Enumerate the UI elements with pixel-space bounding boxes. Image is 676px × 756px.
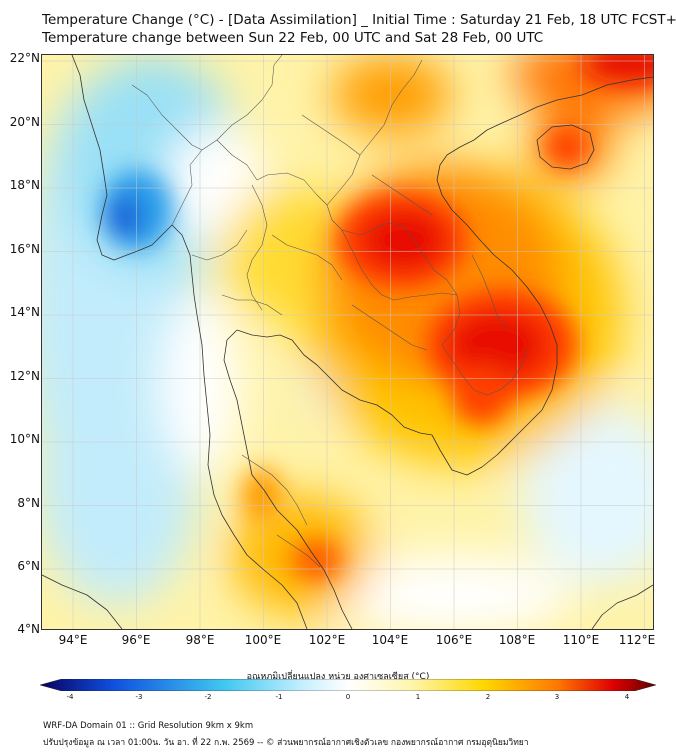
coast-malay-peninsula-west: [207, 434, 308, 629]
lon-label: 102°E: [308, 633, 346, 647]
coast-borneo: [591, 584, 653, 629]
colorbar-tick: -2: [204, 693, 212, 701]
lon-label: 94°E: [58, 633, 88, 647]
map-canvas: [42, 55, 653, 629]
lat-label: 22°N: [9, 51, 40, 65]
colorbar: [40, 679, 656, 691]
lon-label: 112°E: [618, 633, 656, 647]
colorbar-tick: 0: [345, 693, 351, 701]
coast-sumatra: [42, 574, 123, 629]
coast-cambodia-vietnam-south: [431, 76, 653, 476]
colorbar-tick: -1: [275, 693, 283, 701]
model-info: WRF-DA Domain 01 :: Grid Resolution 9km …: [43, 721, 254, 731]
lon-label: 96°E: [121, 633, 151, 647]
lat-label: 12°N: [9, 369, 40, 383]
lat-label: 20°N: [9, 115, 40, 129]
coastlines: [42, 55, 653, 629]
map-title: Temperature Change (°C) - [Data Assimila…: [42, 12, 676, 28]
lat-label: 16°N: [9, 242, 40, 256]
coast-hainan: [536, 124, 595, 170]
lon-label: 108°E: [498, 633, 536, 647]
colorbar-tick: -3: [135, 693, 143, 701]
lat-label: 18°N: [9, 178, 40, 192]
colorbar-tick: 3: [554, 693, 560, 701]
colorbar-title: อุณหภูมิเปลี่ยนแปลง หน่วย องศาเซลเซียส (…: [246, 672, 430, 682]
colorbar-tick: 2: [485, 693, 491, 701]
temperature-change-map: [41, 54, 654, 630]
gridlines: [42, 55, 653, 629]
lon-label: 104°E: [371, 633, 409, 647]
map-subtitle: Temperature change between Sun 22 Feb, 0…: [42, 30, 544, 46]
colorbar-tick: -4: [66, 693, 74, 701]
coast-myanmar-west: [71, 55, 211, 436]
coast-malay-peninsula-east: [223, 329, 353, 629]
colorbar-bar: [40, 679, 656, 691]
lon-label: 100°E: [244, 633, 282, 647]
lat-label: 6°N: [17, 559, 40, 573]
colorbar-tick: 4: [624, 693, 630, 701]
update-credit: ปรับปรุงข้อมูล ณ เวลา 01:00น. วัน อา. ที…: [43, 738, 529, 748]
colorbar-tick: 1: [415, 693, 421, 701]
lon-label: 106°E: [435, 633, 473, 647]
lat-label: 4°N: [17, 622, 40, 636]
lon-label: 110°E: [562, 633, 600, 647]
coast-gulf-of-thailand: [236, 329, 433, 436]
lat-label: 14°N: [9, 305, 40, 319]
lat-label: 8°N: [17, 496, 40, 510]
admin-borders: [131, 55, 528, 568]
lon-label: 98°E: [185, 633, 215, 647]
lat-label: 10°N: [9, 432, 40, 446]
